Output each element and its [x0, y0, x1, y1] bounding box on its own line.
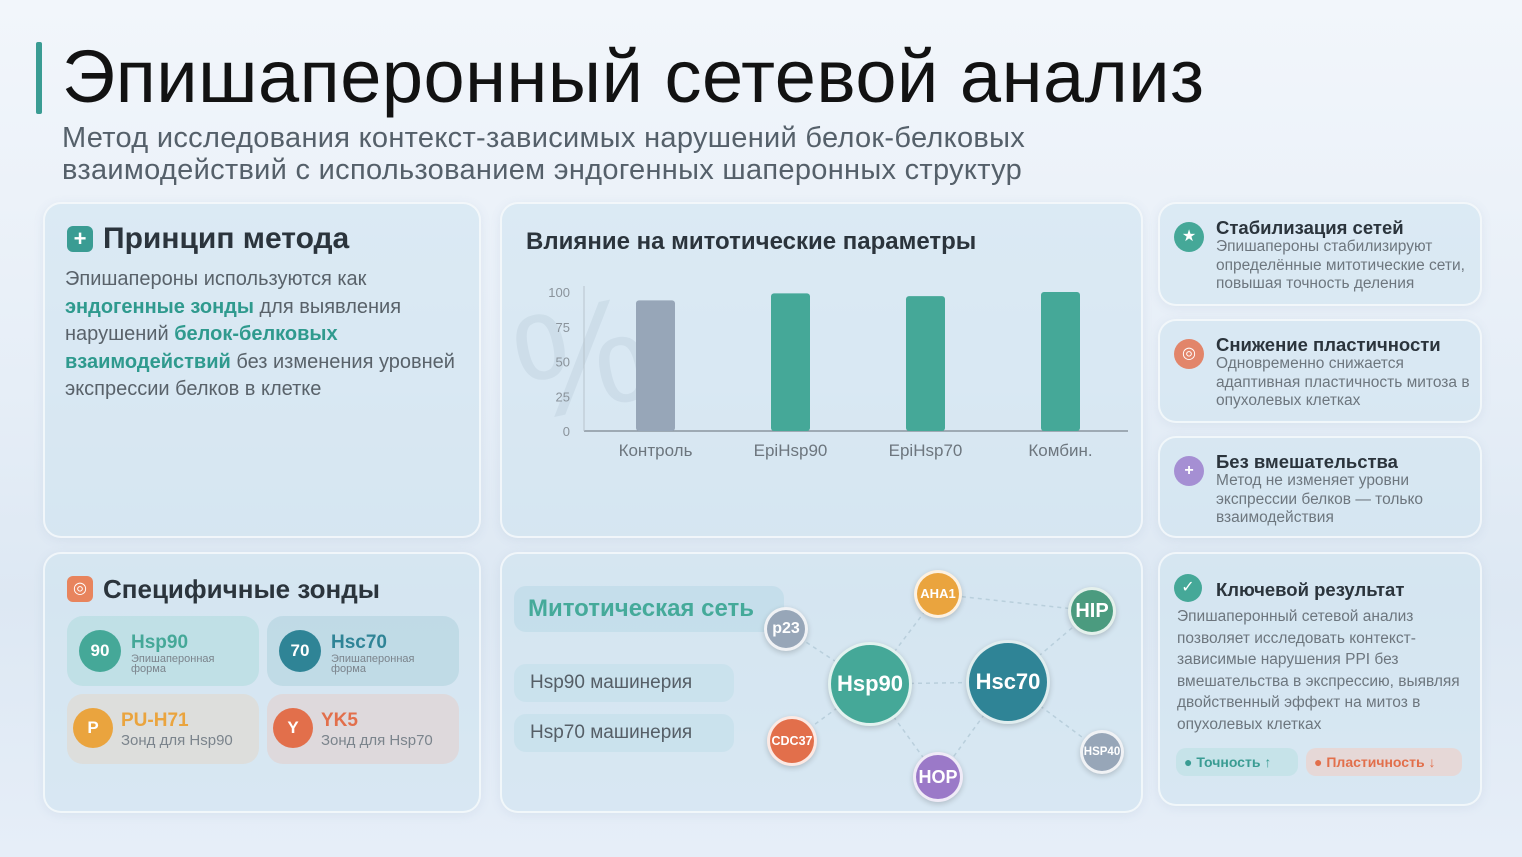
network-card: Митотическая сеть Hsp90 машинерия Hsp70 …	[500, 552, 1143, 813]
probe-badge: 90	[79, 630, 121, 672]
node-hip: HIP	[1068, 587, 1116, 635]
highlight-endogenous-probes: эндогенные зонды	[65, 295, 254, 318]
probe-name: Hsp90	[131, 632, 189, 653]
check-icon: ✓	[1174, 574, 1202, 602]
probe-hsc70: 70 Hsc70 Эпишаперонная форма	[267, 616, 459, 686]
side-card-stabilization: ★ Стабилизация сетей Эпишапероны стабили…	[1158, 202, 1482, 306]
probe-name: PU-H71	[121, 710, 189, 731]
principle-text-2: для выявления нарушений	[65, 295, 402, 346]
bar-4	[1041, 292, 1080, 431]
node-hsp40: HSP40	[1080, 730, 1124, 774]
machinery-hsp70: Hsp70 машинерия	[514, 714, 734, 752]
node-hsc70: Hsc70	[966, 640, 1050, 724]
probe-badge: 70	[279, 630, 321, 672]
tag-plasticity-label: Пластичность ↓	[1326, 754, 1436, 770]
node-hop: HOP	[913, 752, 963, 802]
side-text: Метод не изменяет уровни экспрессии белк…	[1216, 472, 1424, 526]
probe-badge: P	[73, 708, 113, 748]
network-label: Митотическая сеть	[514, 586, 784, 632]
result-text: Эпишаперонный сетевой анализ позволяет и…	[1177, 608, 1460, 733]
page-subtitle: Метод исследования контекст-зависимых на…	[62, 122, 1142, 186]
subtitle-line-1: Метод исследования контекст-зависимых на…	[62, 122, 1026, 154]
tag-plasticity: ● Пластичность ↓	[1306, 748, 1462, 776]
plus-icon: +	[67, 226, 93, 252]
probe-hsp90: 90 Hsp90 Эпишаперонная форма	[67, 616, 259, 686]
y-tick-label: 100	[548, 285, 570, 300]
target-icon: ◎	[67, 576, 93, 602]
probe-desc: Зонд для Hsp70	[321, 732, 433, 749]
side-title: Без вмешательства	[1216, 451, 1398, 472]
machinery-hsp90: Hsp90 машинерия	[514, 664, 734, 702]
x-tick-label: EpiHsp90	[754, 441, 828, 460]
subtitle-line-2: взаимодействий с использованием эндогенн…	[62, 154, 1023, 186]
result-card: ✓ Ключевой результат Эпишаперонный сетев…	[1158, 552, 1482, 806]
chart-card: Влияние на митотические параметры % 100 75…	[500, 202, 1143, 538]
chart-title: Влияние на митотические параметры	[526, 228, 977, 255]
probe-desc: Эпишаперонная форма	[331, 653, 415, 675]
edge-aha1-hip	[937, 593, 1093, 612]
side-title: Снижение пластичности	[1216, 334, 1441, 355]
y-tick-label: 50	[556, 355, 570, 370]
side-text: Эпишапероны стабилизируют определённые м…	[1216, 238, 1465, 292]
side-text: Одновременно снижается адаптивная пласти…	[1216, 355, 1470, 409]
x-tick-label: EpiHsp70	[889, 441, 963, 460]
star-icon: ★	[1174, 222, 1204, 252]
bar-2	[771, 293, 810, 431]
target-icon: ◎	[1174, 339, 1204, 369]
bar-1	[636, 300, 675, 431]
principle-heading: Принцип метода	[103, 222, 350, 255]
probe-pu-h71: P PU-H71 Зонд для Hsp90	[67, 694, 259, 764]
bar-3	[906, 296, 945, 431]
side-card-no-interference: + Без вмешательства Метод не изменяет ур…	[1158, 436, 1482, 538]
node-cdc37: CDC37	[767, 716, 817, 766]
probe-name: Hsc70	[331, 632, 387, 653]
x-tick-label: Комбин.	[1028, 441, 1092, 460]
principle-text-1: Эпишапероны используются как	[65, 268, 367, 290]
tag-accuracy: ● Точность ↑	[1176, 748, 1298, 776]
node-aha1: AHA1	[914, 570, 962, 618]
probe-badge: Y	[273, 708, 313, 748]
y-tick-label: 25	[556, 389, 570, 404]
probe-desc: Зонд для Hsp90	[121, 732, 233, 749]
result-heading: Ключевой результат	[1216, 579, 1405, 600]
page-title: Эпишаперонный сетевой анализ	[62, 35, 1205, 118]
plus-icon: +	[1174, 456, 1204, 486]
principle-card: + Принцип метода Эпишапероны используютс…	[43, 202, 481, 538]
principle-text-3: без изменения уровней экспрессии белков …	[65, 350, 455, 401]
probe-desc: Эпишаперонная форма	[131, 653, 215, 675]
title-accent-bar	[36, 42, 42, 114]
node-p23: p23	[764, 607, 808, 651]
probe-yk5: Y YK5 Зонд для Hsp70	[267, 694, 459, 764]
y-tick-label: 0	[563, 424, 570, 439]
probe-name: YK5	[321, 710, 358, 731]
y-tick-label: 75	[556, 320, 570, 335]
principle-text: Эпишапероны используются как эндогенные …	[65, 266, 465, 404]
probes-card: ◎ Специфичные зонды 90 Hsp90 Эпишаперонн…	[43, 552, 481, 813]
side-title: Стабилизация сетей	[1216, 217, 1404, 238]
x-tick-label: Контроль	[619, 441, 693, 460]
probes-heading: Специфичные зонды	[103, 574, 380, 604]
side-card-plasticity: ◎ Снижение пластичности Одновременно сни…	[1158, 319, 1482, 423]
highlight-ppi: белок-белковых взаимодействий	[65, 323, 338, 373]
node-hsp90: Hsp90	[828, 642, 912, 726]
tag-accuracy-label: Точность ↑	[1196, 754, 1272, 770]
